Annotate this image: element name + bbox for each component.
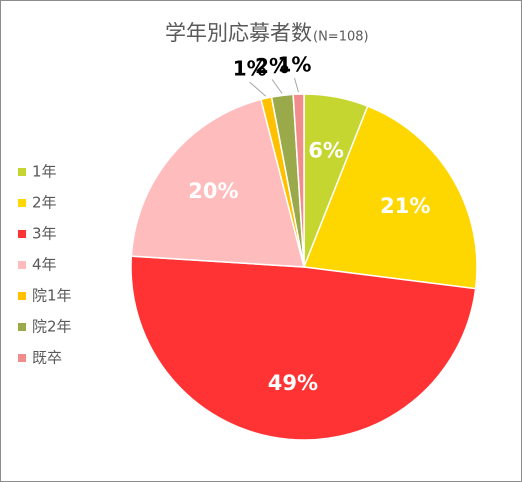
legend-swatch bbox=[18, 292, 26, 300]
legend-swatch bbox=[18, 199, 26, 207]
pie-slice bbox=[130, 255, 477, 441]
data-label: 2% bbox=[255, 54, 289, 78]
legend-swatch bbox=[18, 168, 26, 176]
legend-swatch bbox=[18, 323, 26, 331]
leader-line bbox=[271, 79, 283, 94]
legend-label: 2年 bbox=[32, 194, 57, 212]
legend-label: 院1年 bbox=[32, 287, 72, 305]
data-label: 1% bbox=[233, 57, 267, 81]
legend-swatch bbox=[18, 261, 26, 269]
data-label: 6% bbox=[308, 138, 344, 162]
legend-swatch bbox=[18, 354, 26, 362]
leader-line bbox=[249, 81, 267, 97]
legend-label: 院2年 bbox=[32, 318, 72, 336]
legend-label: 4年 bbox=[32, 256, 57, 274]
chart-title: 学年別応募者数 bbox=[165, 21, 312, 45]
legend-swatch bbox=[18, 230, 26, 238]
legend-label: 3年 bbox=[32, 225, 57, 243]
pie-slice bbox=[292, 93, 305, 268]
data-label: 20% bbox=[188, 179, 238, 203]
pie-slice bbox=[130, 98, 305, 268]
legend-label: 既卒 bbox=[32, 349, 62, 367]
leader-line bbox=[294, 77, 299, 93]
data-label: 21% bbox=[380, 194, 430, 218]
legend-label: 1年 bbox=[32, 163, 57, 181]
data-label: 49% bbox=[268, 371, 318, 395]
data-label: 1% bbox=[278, 53, 312, 77]
chart-subtitle: (N=108) bbox=[313, 30, 369, 45]
pie-slice bbox=[302, 105, 478, 290]
